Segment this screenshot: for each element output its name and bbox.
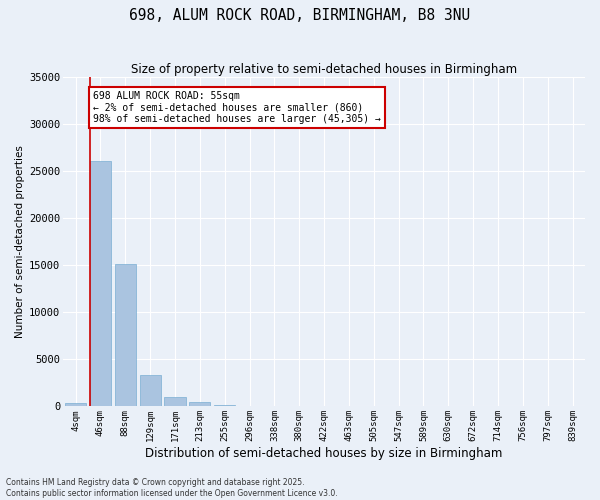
- Bar: [90, 160, 111, 406]
- Bar: [115, 264, 136, 406]
- Text: Contains HM Land Registry data © Crown copyright and database right 2025.
Contai: Contains HM Land Registry data © Crown c…: [6, 478, 338, 498]
- Y-axis label: Number of semi-detached properties: Number of semi-detached properties: [15, 145, 25, 338]
- Text: 698 ALUM ROCK ROAD: 55sqm
← 2% of semi-detached houses are smaller (860)
98% of : 698 ALUM ROCK ROAD: 55sqm ← 2% of semi-d…: [93, 91, 381, 124]
- Bar: [140, 376, 161, 406]
- Bar: [189, 402, 211, 406]
- Bar: [164, 396, 185, 406]
- Title: Size of property relative to semi-detached houses in Birmingham: Size of property relative to semi-detach…: [131, 62, 517, 76]
- Bar: [214, 405, 235, 406]
- Text: 698, ALUM ROCK ROAD, BIRMINGHAM, B8 3NU: 698, ALUM ROCK ROAD, BIRMINGHAM, B8 3NU: [130, 8, 470, 22]
- Bar: [65, 403, 86, 406]
- X-axis label: Distribution of semi-detached houses by size in Birmingham: Distribution of semi-detached houses by …: [145, 447, 503, 460]
